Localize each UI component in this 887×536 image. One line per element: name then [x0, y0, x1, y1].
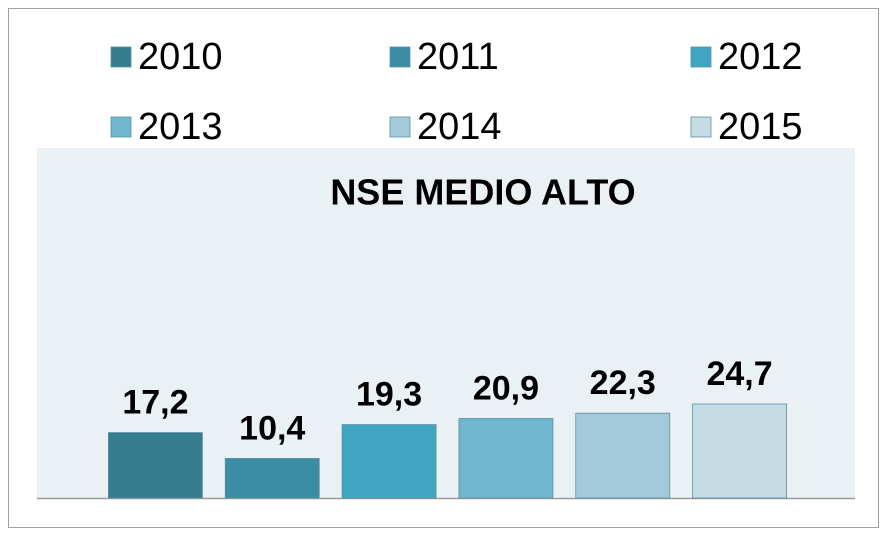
value-label: 20,9 — [473, 369, 539, 407]
legend-label: 2013 — [138, 106, 223, 148]
value-label: 22,3 — [590, 364, 656, 402]
legend-label: 2012 — [718, 36, 803, 78]
legend-swatch — [389, 46, 411, 68]
legend-swatch — [389, 116, 411, 138]
legend-swatch — [110, 46, 132, 68]
bar — [575, 412, 671, 499]
value-label: 17,2 — [122, 384, 188, 422]
legend-label: 2011 — [417, 36, 499, 78]
legend-label: 2014 — [417, 106, 502, 148]
chart-title: NSE MEDIO ALTO — [330, 172, 635, 213]
legend-label: 2010 — [138, 36, 223, 78]
bar — [108, 432, 203, 499]
bar — [224, 458, 320, 499]
legend-swatch — [110, 116, 132, 138]
value-label: 10,4 — [239, 409, 305, 447]
value-label: 24,7 — [706, 355, 772, 393]
legend-swatch — [690, 116, 712, 138]
bar — [341, 424, 437, 499]
value-label: 19,3 — [356, 376, 422, 414]
legend-swatch — [690, 46, 712, 68]
bar — [692, 403, 787, 499]
bar — [458, 418, 554, 499]
legend-label: 2015 — [718, 106, 803, 148]
